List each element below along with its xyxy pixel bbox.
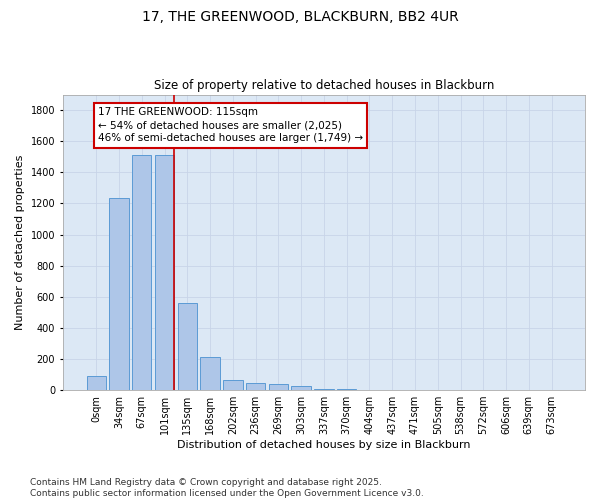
Y-axis label: Number of detached properties: Number of detached properties [15, 154, 25, 330]
Text: 17 THE GREENWOOD: 115sqm
← 54% of detached houses are smaller (2,025)
46% of sem: 17 THE GREENWOOD: 115sqm ← 54% of detach… [98, 107, 363, 144]
Bar [269, 384, 288, 390]
Bar [292, 386, 311, 390]
Bar [109, 198, 128, 390]
Bar [132, 155, 151, 390]
Bar [155, 155, 174, 390]
Bar [178, 303, 197, 390]
Bar [86, 376, 106, 390]
Text: 17, THE GREENWOOD, BLACKBURN, BB2 4UR: 17, THE GREENWOOD, BLACKBURN, BB2 4UR [142, 10, 458, 24]
Bar [314, 388, 334, 390]
Text: Contains HM Land Registry data © Crown copyright and database right 2025.
Contai: Contains HM Land Registry data © Crown c… [30, 478, 424, 498]
X-axis label: Distribution of detached houses by size in Blackburn: Distribution of detached houses by size … [177, 440, 470, 450]
Bar [223, 380, 242, 390]
Bar [200, 358, 220, 390]
Title: Size of property relative to detached houses in Blackburn: Size of property relative to detached ho… [154, 79, 494, 92]
Bar [246, 383, 265, 390]
